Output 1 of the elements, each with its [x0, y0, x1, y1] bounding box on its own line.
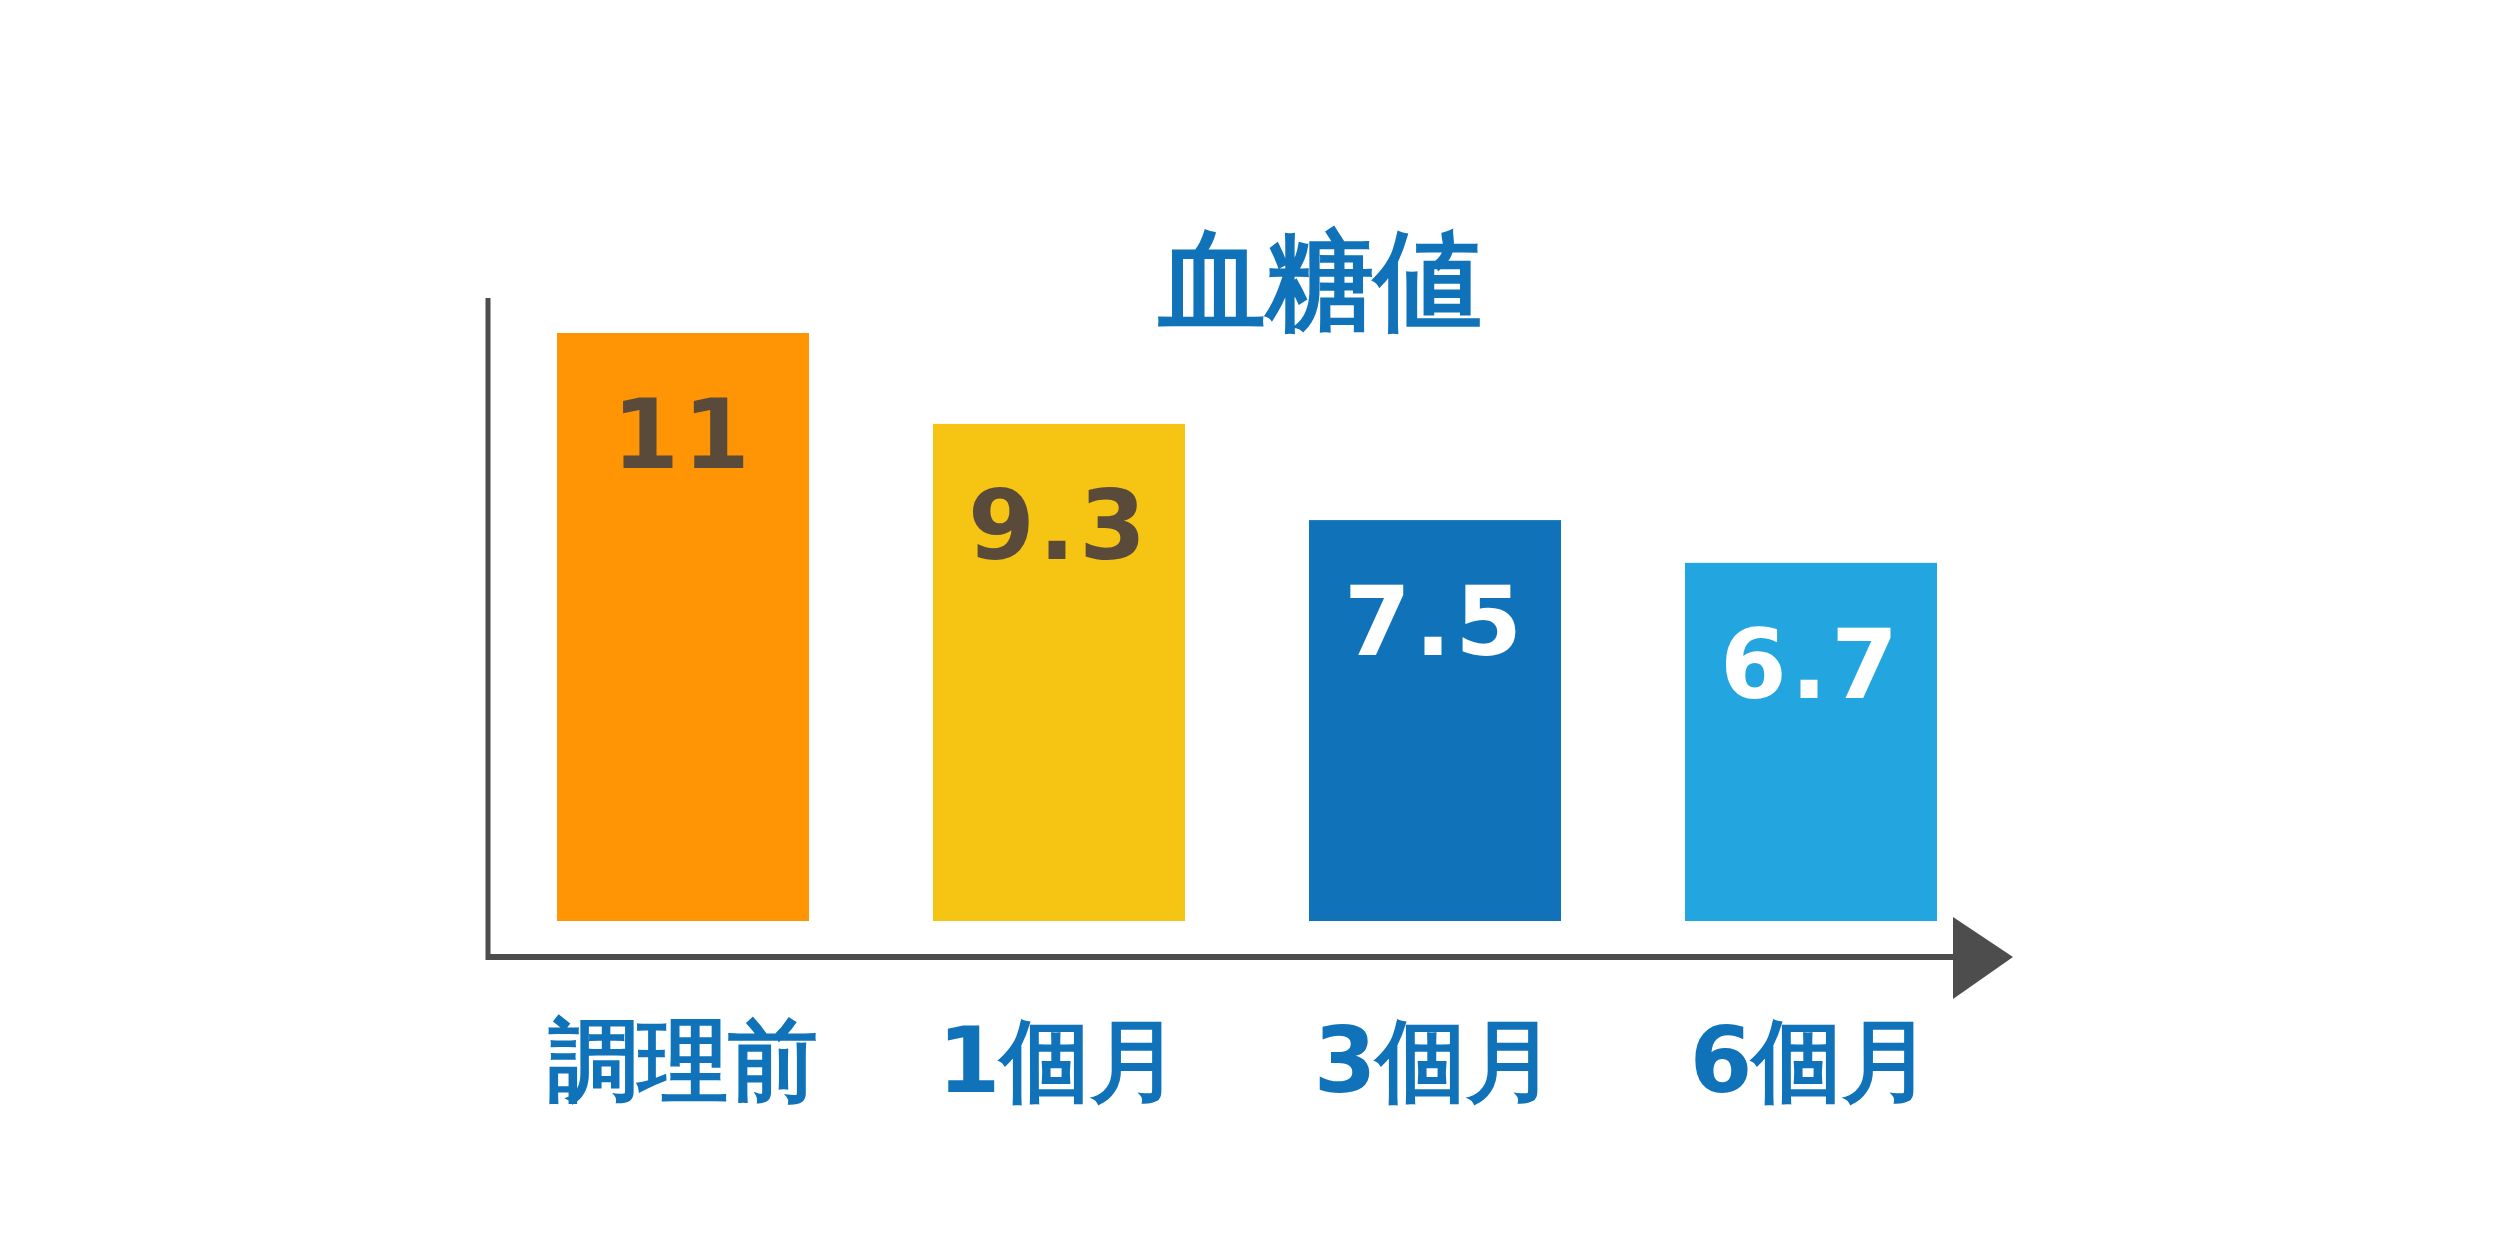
title: 血糖値: [1158, 218, 1482, 343]
